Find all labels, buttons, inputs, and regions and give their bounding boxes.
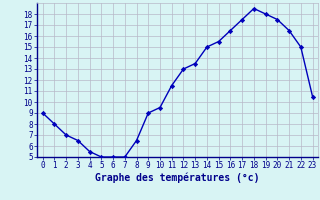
X-axis label: Graphe des températures (°c): Graphe des températures (°c) bbox=[95, 173, 260, 183]
